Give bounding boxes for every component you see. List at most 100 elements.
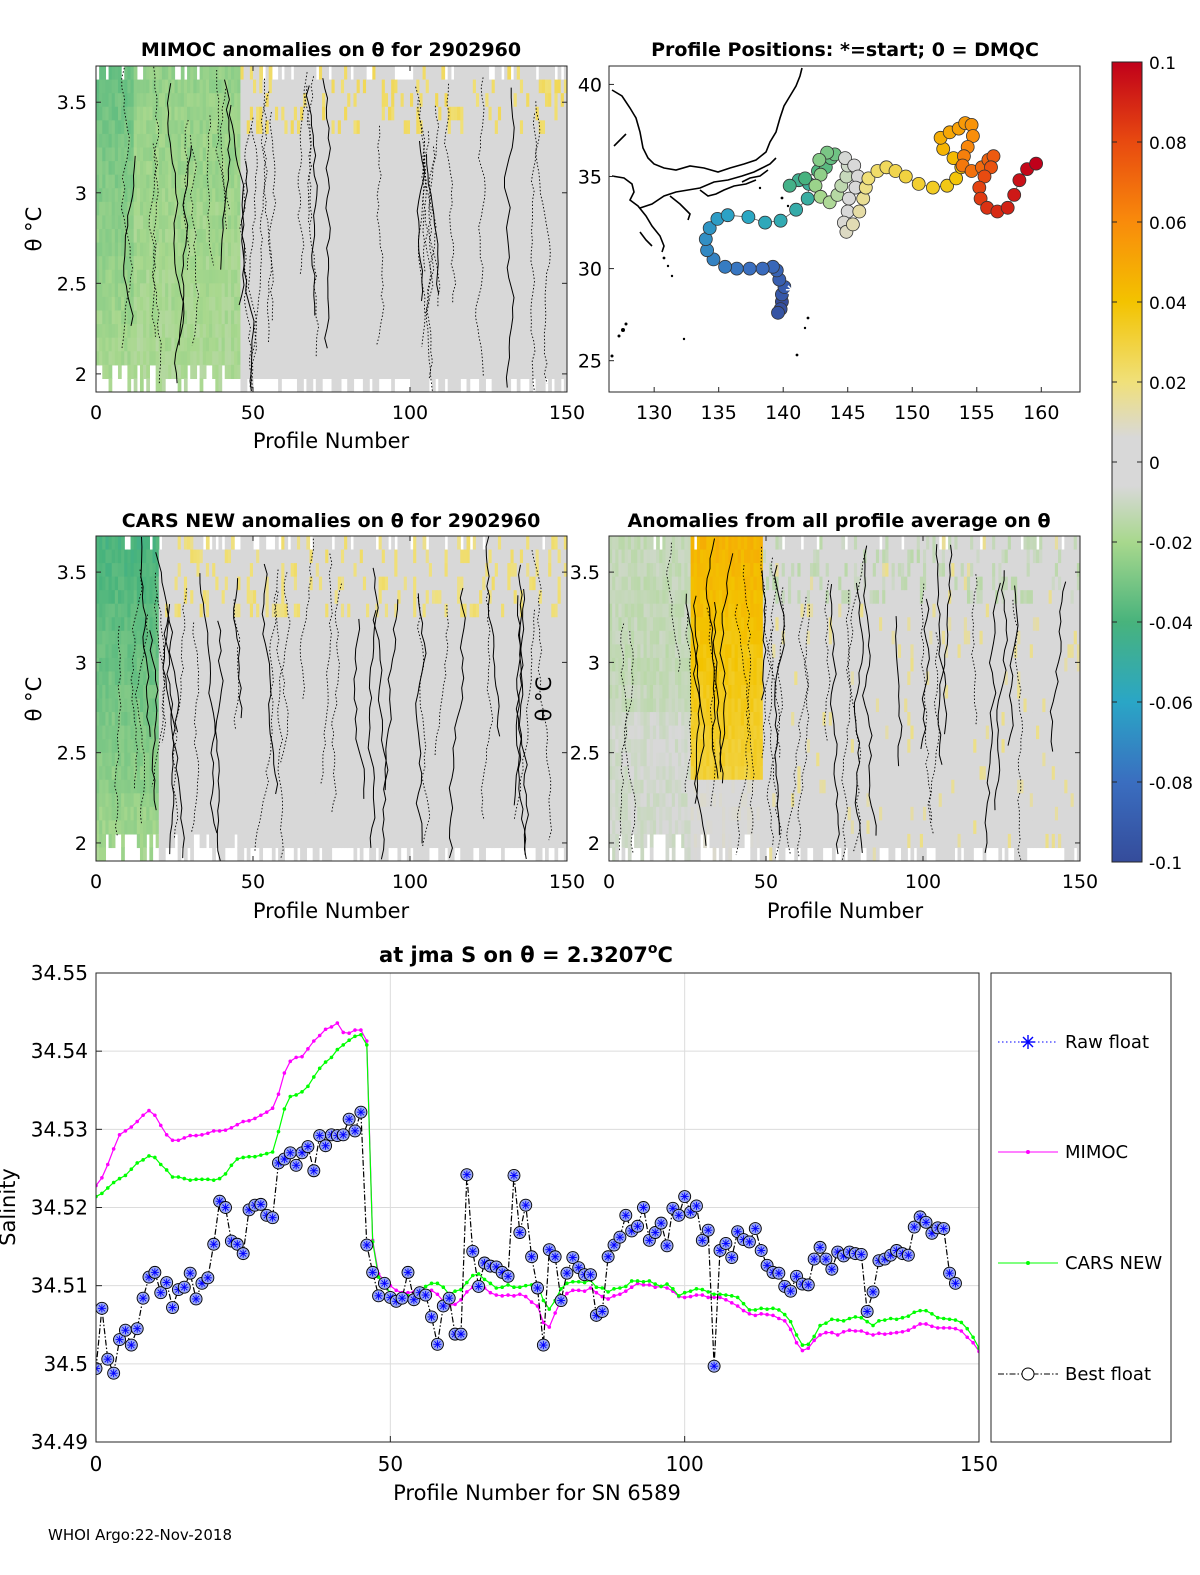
anomaly-cell	[375, 201, 380, 217]
anomaly-cell	[202, 630, 207, 645]
anomaly-cell	[96, 617, 100, 632]
anomaly-cell	[199, 242, 204, 257]
anomaly-cell	[171, 603, 176, 618]
anomaly-cell	[274, 698, 279, 713]
anomaly-cell	[168, 364, 172, 380]
anomaly-cell	[259, 820, 264, 835]
anomaly-cell	[422, 201, 427, 217]
anomaly-cell	[183, 617, 188, 632]
anomaly-cell	[253, 806, 257, 821]
anomaly-cell	[168, 351, 172, 366]
anomaly-cell	[328, 364, 333, 380]
anomaly-cell	[532, 66, 537, 81]
anomaly-cell	[293, 310, 298, 325]
anomaly-cell	[202, 337, 207, 352]
x-tick-label: 50	[241, 402, 265, 424]
anomaly-cell	[124, 188, 128, 203]
anomaly-cell	[516, 324, 521, 339]
anomaly-cell	[174, 820, 179, 835]
anomaly-cell	[196, 630, 201, 645]
anomaly-cell	[117, 188, 122, 203]
anomaly-cell	[475, 337, 480, 352]
anomaly-cell	[234, 215, 238, 230]
anomaly-cell	[237, 79, 242, 94]
anomaly-cell	[419, 364, 424, 380]
anomaly-cell	[560, 188, 565, 203]
anomaly-cell	[425, 215, 430, 230]
anomaly-cell	[99, 549, 103, 564]
anomaly-cell	[557, 133, 562, 149]
anomaly-cell	[139, 93, 144, 108]
anomaly-cell	[287, 201, 292, 217]
contour-line	[422, 131, 430, 272]
anomaly-cell	[419, 120, 424, 135]
anomaly-cell	[475, 215, 480, 230]
anomaly-cell	[359, 256, 364, 271]
anomaly-cell	[300, 93, 304, 108]
anomaly-cell	[300, 324, 304, 339]
anomaly-cell	[99, 725, 103, 740]
anomaly-cell	[397, 310, 402, 325]
anomaly-cell	[209, 133, 213, 149]
anomaly-cell	[102, 712, 107, 727]
anomaly-cell	[146, 657, 150, 673]
anomaly-cell	[510, 337, 515, 352]
anomaly-cell	[312, 133, 317, 149]
profile-position	[1000, 200, 1015, 215]
anomaly-cell	[519, 310, 524, 325]
anomaly-cell	[117, 766, 122, 781]
anomaly-cell	[560, 201, 565, 217]
anomaly-cell	[253, 147, 257, 162]
anomaly-cell	[196, 779, 201, 794]
anomaly-cell	[253, 712, 257, 727]
anomaly-cell	[161, 256, 166, 271]
anomaly-cell	[457, 133, 461, 149]
anomaly-cell	[158, 671, 163, 686]
anomaly-cell	[444, 364, 449, 380]
anomaly-cell	[99, 269, 103, 284]
anomaly-cell	[271, 133, 276, 149]
anomaly-cell	[121, 120, 125, 135]
anomaly-cell	[290, 283, 295, 298]
anomaly-cell	[538, 364, 543, 380]
anomaly-cell	[161, 779, 166, 794]
anomaly-cell	[215, 188, 220, 203]
anomaly-cell	[557, 66, 562, 81]
anomaly-cell	[281, 296, 285, 312]
anomaly-cell	[453, 106, 458, 121]
anomaly-cell	[513, 229, 518, 244]
anomaly-cell	[293, 229, 298, 244]
anomaly-cell	[460, 351, 464, 366]
anomaly-cell	[293, 283, 298, 298]
anomaly-cell	[441, 364, 446, 380]
anomaly-cell	[475, 256, 480, 271]
anomaly-cell	[479, 337, 483, 352]
anomaly-cell	[491, 229, 496, 244]
anomaly-cell	[96, 806, 100, 821]
anomaly-cell	[362, 215, 367, 230]
anomaly-cell	[243, 364, 248, 380]
anomaly-cell	[209, 188, 213, 203]
anomaly-cell	[350, 120, 355, 135]
anomaly-cell	[259, 739, 264, 754]
anomaly-cell	[215, 364, 220, 380]
contour-line	[416, 140, 426, 302]
anomaly-cell	[177, 364, 182, 380]
anomaly-cell	[447, 324, 452, 339]
anomaly-cell	[318, 133, 323, 149]
anomaly-cell	[171, 161, 176, 176]
anomaly-cell	[121, 806, 125, 821]
anomaly-cell	[475, 364, 480, 380]
anomaly-cell	[535, 283, 540, 298]
anomaly-cell	[256, 174, 260, 189]
anomaly-cell	[309, 215, 314, 230]
anomaly-cell	[136, 133, 141, 149]
anomaly-cell	[296, 337, 301, 352]
anomaly-cell	[384, 133, 389, 149]
anomaly-cell	[510, 242, 515, 257]
anomaly-cell	[457, 161, 461, 176]
anomaly-cell	[121, 215, 125, 230]
anomaly-cell	[453, 269, 458, 284]
anomaly-cell	[259, 766, 264, 781]
anomaly-cell	[501, 296, 505, 312]
